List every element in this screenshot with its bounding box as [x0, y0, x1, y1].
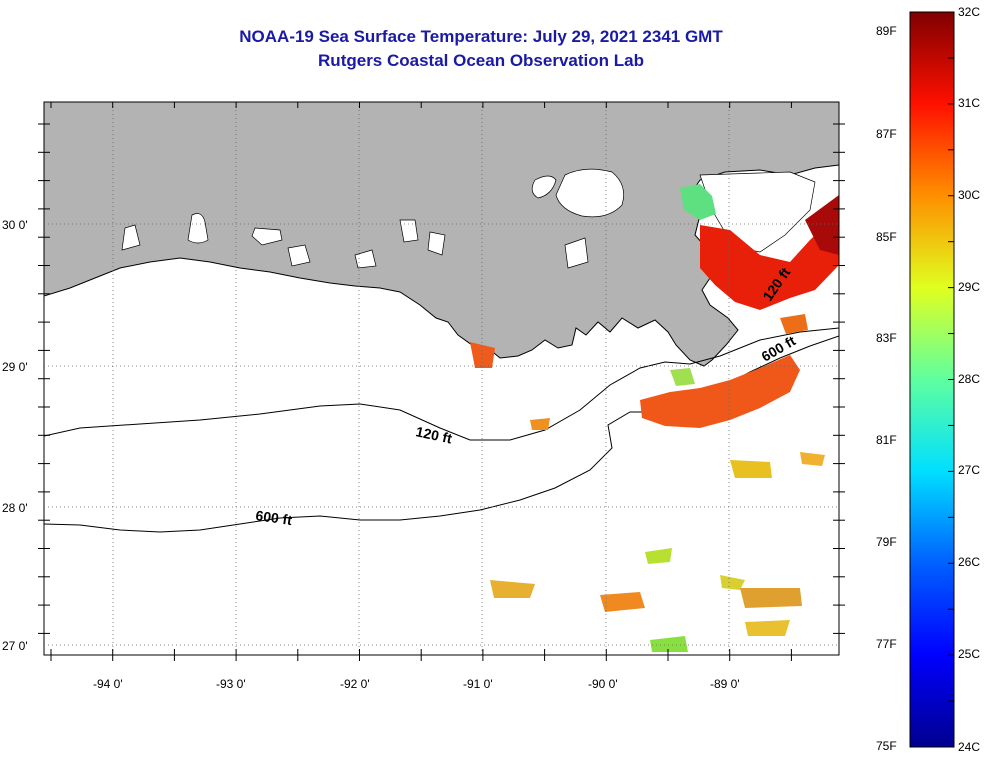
x-tick-label: -94 0': [93, 677, 123, 691]
fahrenheit-label: 87F: [876, 127, 897, 141]
celsius-label: 26C: [958, 555, 980, 569]
fahrenheit-label: 81F: [876, 433, 897, 447]
fahrenheit-label: 83F: [876, 331, 897, 345]
graticule: [44, 102, 839, 655]
y-tick-label: 29 0': [2, 360, 28, 374]
x-tick-label: -93 0': [216, 677, 246, 691]
sst-data-patches: [470, 184, 839, 652]
colorbar-fahrenheit-labels: 89F 87F 85F 83F 81F 79F 77F 75F: [876, 24, 897, 753]
celsius-label: 30C: [958, 188, 980, 202]
fahrenheit-label: 79F: [876, 535, 897, 549]
colorbar-gradient: [909, 11, 955, 748]
map-area: [44, 102, 839, 655]
y-tick-label: 28 0': [2, 501, 28, 515]
x-tick-label: -90 0': [588, 677, 618, 691]
y-axis-labels: 30 0' 29 0' 28 0' 27 0': [2, 218, 28, 653]
fahrenheit-label: 85F: [876, 230, 897, 244]
axis-ticks: [38, 102, 845, 661]
celsius-label: 28C: [958, 372, 980, 386]
celsius-label: 29C: [958, 280, 980, 294]
celsius-label: 32C: [958, 5, 980, 19]
x-axis-labels: -94 0' -93 0' -92 0' -91 0' -90 0' -89 0…: [93, 677, 740, 691]
colorbar-ticks: [948, 11, 954, 748]
inland-water: [121, 168, 816, 269]
fahrenheit-label: 89F: [876, 24, 897, 38]
y-tick-label: 27 0': [2, 639, 28, 653]
fahrenheit-label: 75F: [876, 739, 897, 753]
x-tick-label: -92 0': [340, 677, 370, 691]
celsius-label: 27C: [958, 463, 980, 477]
celsius-label: 24C: [958, 740, 980, 754]
contour-120ft-line: [44, 327, 839, 441]
x-tick-label: -91 0': [463, 677, 493, 691]
map-subtitle: Rutgers Coastal Ocean Observation Lab: [318, 51, 644, 70]
contour-label-600ft-west: 600 ft: [255, 507, 294, 528]
celsius-label: 31C: [958, 96, 980, 110]
colorbar-celsius-labels: 32C 31C 30C 29C 28C 27C 26C 25C 24C: [958, 5, 980, 754]
x-tick-label: -89 0': [710, 677, 740, 691]
y-tick-label: 30 0': [2, 218, 28, 232]
map-title: NOAA-19 Sea Surface Temperature: July 29…: [239, 27, 723, 46]
colorbar: 32C 31C 30C 29C 28C 27C 26C 25C 24C 89F …: [876, 5, 980, 754]
contour-label-120ft-west: 120 ft: [414, 423, 453, 446]
fahrenheit-label: 77F: [876, 637, 897, 651]
celsius-label: 25C: [958, 647, 980, 661]
